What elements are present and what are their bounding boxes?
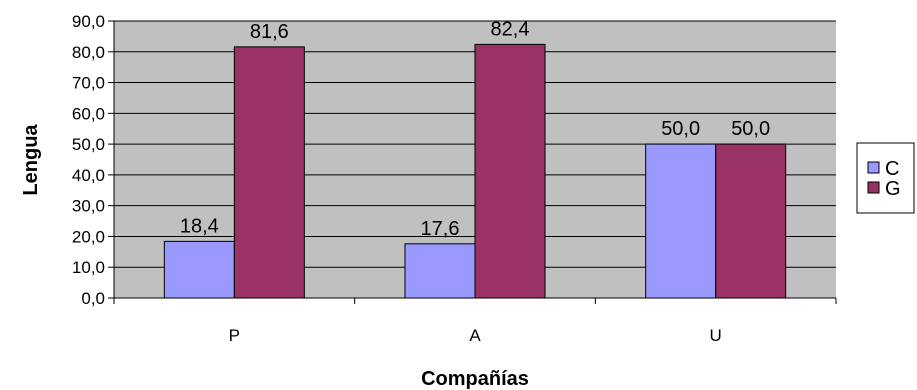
- y-tick-label: 40,0: [72, 166, 105, 185]
- legend-swatch-g: [867, 181, 880, 194]
- data-label: 50,0: [661, 118, 700, 140]
- y-tick-labels: 0,0 10,0 20,0 30,0 40,0 50,0 60,0 70,0 80,0 90,0: [72, 12, 105, 308]
- data-labels: 18,4 81,6 17,6 82,4 50,0 50,0: [180, 18, 770, 239]
- y-tick-label: 50,0: [72, 135, 105, 154]
- data-label: 81,6: [250, 21, 289, 43]
- y-tick-label: 70,0: [72, 74, 105, 93]
- x-axis-title: Compañías: [421, 368, 529, 390]
- x-tick-label: P: [229, 326, 240, 345]
- y-tick-label: 10,0: [72, 258, 105, 277]
- data-label: 50,0: [731, 118, 770, 140]
- legend-label-g: G: [885, 178, 901, 200]
- bar-c-u: [645, 143, 717, 299]
- y-tick-label: 90,0: [72, 12, 105, 31]
- bar-c-a: [404, 243, 476, 299]
- legend: C G: [856, 142, 915, 214]
- y-tick-label: 30,0: [72, 197, 105, 216]
- bar-c-p: [163, 240, 235, 299]
- x-tick-label: A: [469, 326, 481, 345]
- y-tick-label: 80,0: [72, 43, 105, 62]
- y-axis-title: Lengua: [20, 124, 42, 196]
- axes: [108, 20, 837, 304]
- bar-g-a: [474, 43, 546, 299]
- x-tick-label: U: [710, 326, 722, 345]
- data-label: 17,6: [421, 218, 460, 240]
- y-tick-label: 60,0: [72, 104, 105, 123]
- y-tick-label: 0,0: [81, 289, 105, 308]
- legend-box: [856, 142, 915, 214]
- bar-g-u: [715, 143, 787, 299]
- bar-g-p: [233, 46, 305, 299]
- legend-swatch-c: [867, 161, 880, 174]
- bars: [163, 43, 787, 299]
- data-label: 82,4: [491, 18, 530, 40]
- data-label: 18,4: [180, 215, 219, 237]
- y-tick-label: 20,0: [72, 227, 105, 246]
- legend-label-c: C: [885, 158, 899, 180]
